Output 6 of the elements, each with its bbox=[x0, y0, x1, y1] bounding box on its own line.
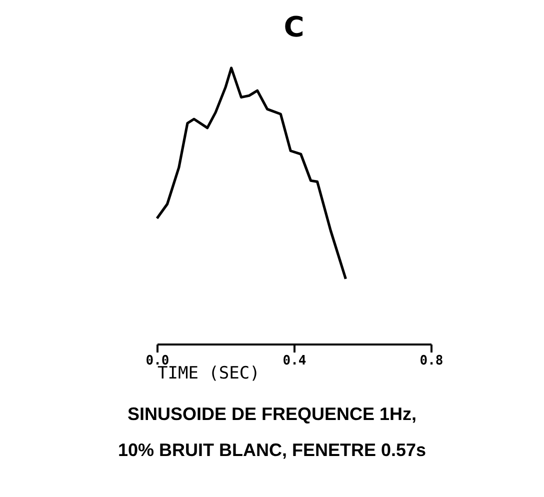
text: 10% BRUIT BLANC, FENETRE 0.57s bbox=[116, 439, 428, 462]
x-tick-label: 0.4 bbox=[282, 354, 306, 368]
chart-title: C bbox=[284, 10, 304, 44]
text: SINUSOIDE DE FREQUENCE 1Hz, bbox=[126, 403, 418, 426]
x-axis-title: TIME (SEC) bbox=[158, 364, 260, 384]
x-tick-label: 0.8 bbox=[420, 354, 444, 368]
